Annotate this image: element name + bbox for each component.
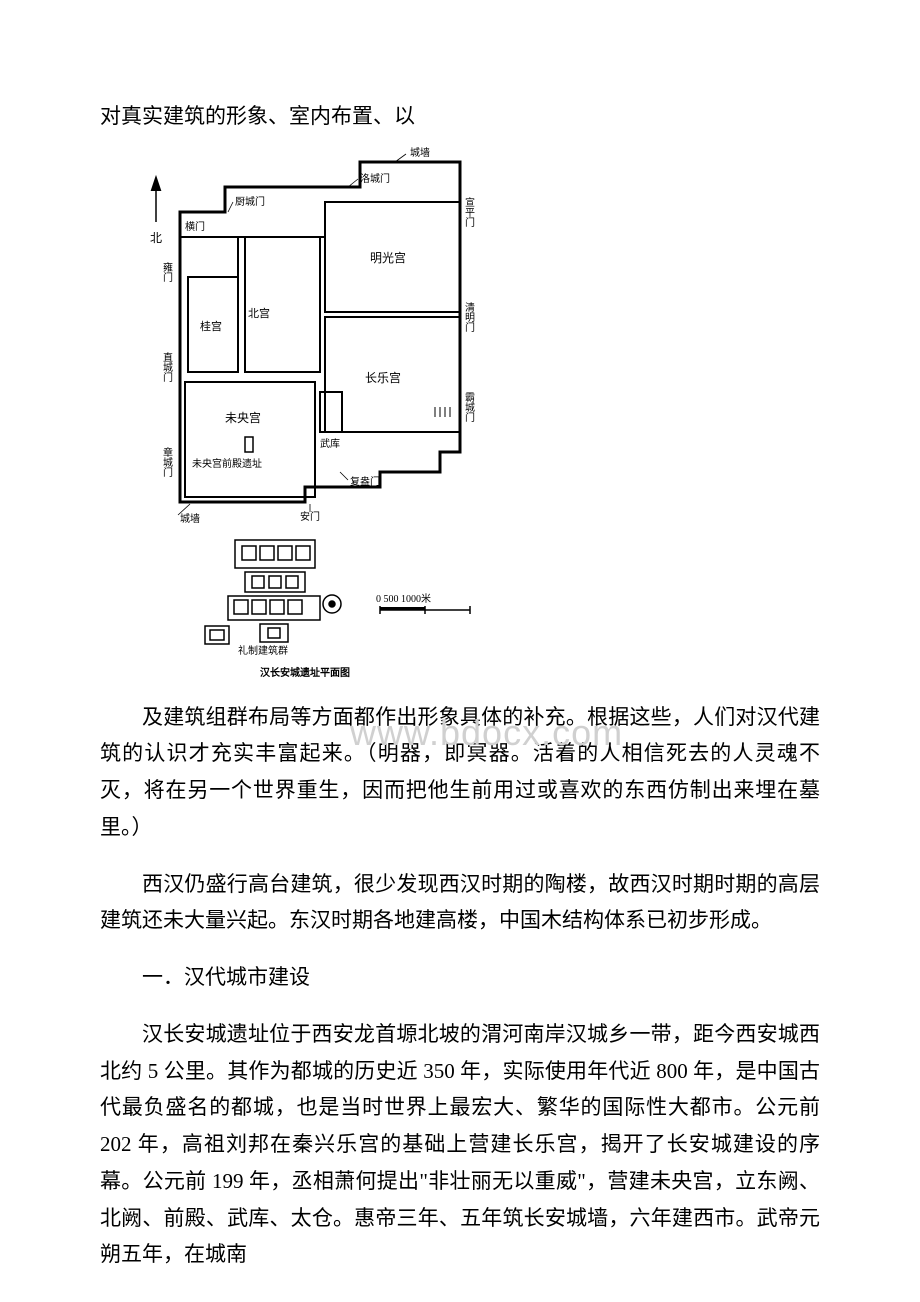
svg-text:明光宫: 明光宫: [370, 250, 406, 265]
svg-text:直城门: 直城门: [161, 350, 173, 382]
svg-text:清明门: 清明门: [463, 300, 475, 332]
svg-text:复盎门: 复盎门: [350, 475, 380, 488]
section-heading-1: 一．汉代城市建设: [100, 959, 820, 996]
svg-text:未央宫: 未央宫: [225, 410, 261, 425]
diagram-caption: 汉长安城遗址平面图: [260, 664, 490, 679]
svg-text:洛城门: 洛城门: [360, 172, 390, 185]
paragraph-1: 及建筑组群布局等方面都作出形象具体的补充。根据这些，人们对汉代建筑的认识才充实丰…: [100, 699, 820, 846]
svg-text:宣平门: 宣平门: [463, 195, 475, 227]
north-indicator: 北: [150, 178, 162, 245]
svg-text:霸城门: 霸城门: [463, 391, 475, 422]
continuation-text: 对真实建筑的形象、室内布置、以: [100, 100, 820, 134]
svg-text:厨城门: 厨城门: [235, 195, 265, 208]
svg-text:城墙: 城墙: [180, 512, 200, 525]
svg-text:桂宫: 桂宫: [200, 319, 222, 333]
svg-text:北: 北: [150, 231, 162, 245]
paragraph-2: 西汉仍盛行高台建筑，很少发现西汉时期的陶楼，故西汉时期时期的高层建筑还未大量兴起…: [100, 866, 820, 940]
svg-text:长乐宫: 长乐宫: [365, 370, 401, 385]
svg-text:礼制建筑群: 礼制建筑群: [238, 644, 288, 657]
city-plan-diagram: 北 城墙 城墙 洛城门 厨城门 横门 宣平门 清明门 霸城门: [130, 142, 490, 679]
paragraph-3: 汉长安城遗址位于西安龙首塬北坡的渭河南岸汉城乡一带，距今西安城西北约 5 公里。…: [100, 1016, 820, 1273]
svg-text:雍门: 雍门: [161, 260, 173, 282]
svg-text:北宫: 北宫: [248, 306, 270, 320]
svg-text:章城门: 章城门: [161, 445, 173, 477]
svg-text:武库: 武库: [320, 437, 340, 450]
svg-text:横门: 横门: [185, 220, 205, 233]
svg-text:城墙: 城墙: [410, 146, 430, 159]
svg-text:未央宫前殿遗址: 未央宫前殿遗址: [192, 457, 262, 470]
svg-text:0 500 1000米: 0 500 1000米: [376, 592, 431, 605]
